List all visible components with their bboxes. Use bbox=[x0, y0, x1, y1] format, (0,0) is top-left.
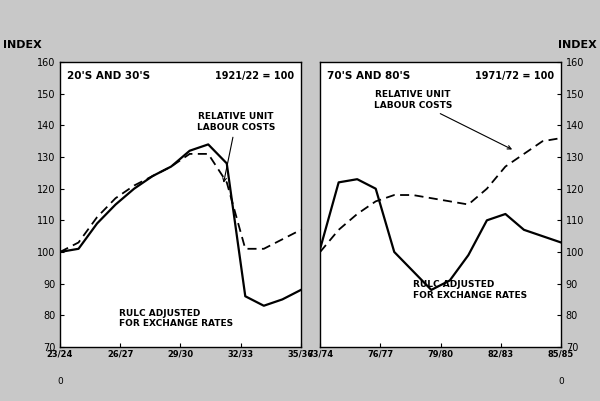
Text: RELATIVE UNIT
LABOUR COSTS: RELATIVE UNIT LABOUR COSTS bbox=[374, 90, 511, 149]
Text: 70'S AND 80'S: 70'S AND 80'S bbox=[328, 71, 410, 81]
Text: INDEX: INDEX bbox=[558, 40, 597, 50]
Text: RULC ADJUSTED
FOR EXCHANGE RATES: RULC ADJUSTED FOR EXCHANGE RATES bbox=[119, 309, 233, 328]
Text: RELATIVE UNIT
LABOUR COSTS: RELATIVE UNIT LABOUR COSTS bbox=[197, 112, 275, 182]
Text: INDEX: INDEX bbox=[3, 40, 42, 50]
Text: 1971/72 = 100: 1971/72 = 100 bbox=[475, 71, 554, 81]
Text: 0: 0 bbox=[57, 377, 63, 387]
Text: 0: 0 bbox=[558, 377, 564, 387]
Text: RULC ADJUSTED
FOR EXCHANGE RATES: RULC ADJUSTED FOR EXCHANGE RATES bbox=[413, 280, 527, 300]
Text: 20'S AND 30'S: 20'S AND 30'S bbox=[67, 71, 151, 81]
Text: 1921/22 = 100: 1921/22 = 100 bbox=[215, 71, 293, 81]
